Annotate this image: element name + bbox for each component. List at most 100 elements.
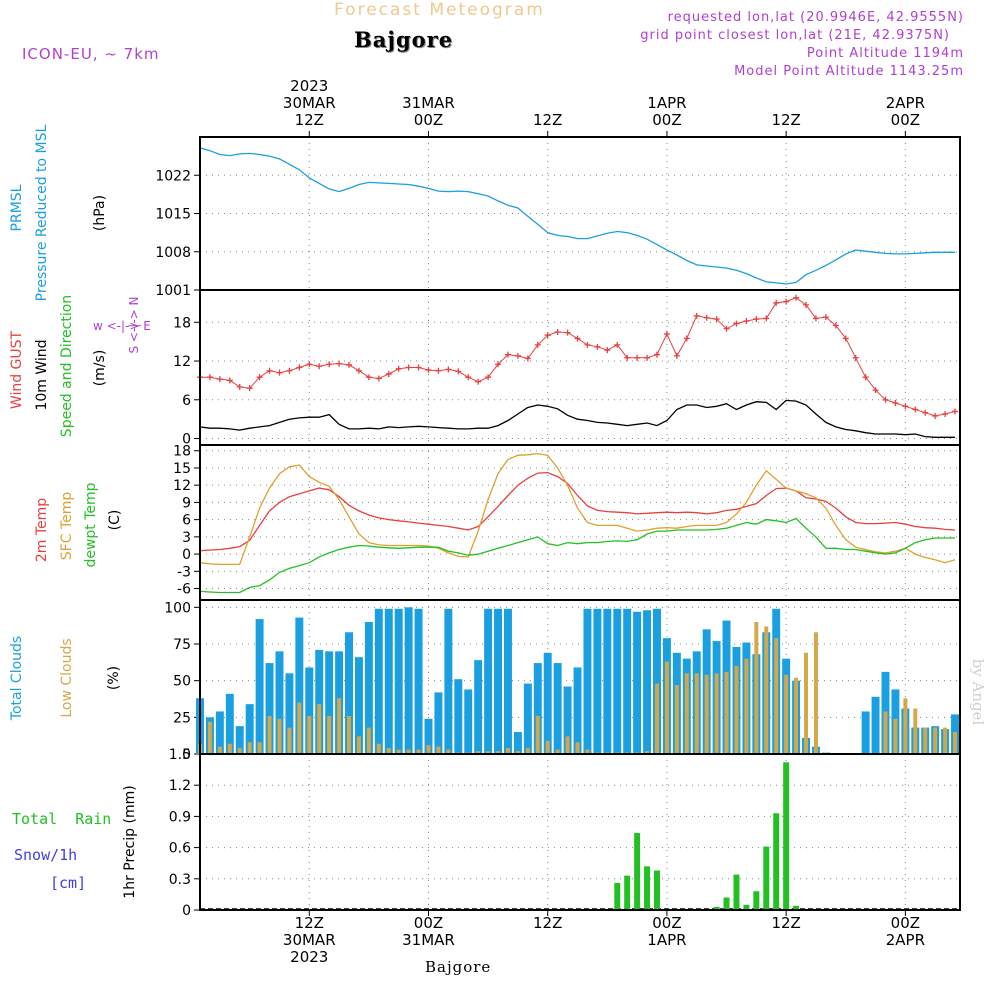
y-tick-label: 1.2 xyxy=(169,778,191,794)
low-cloud-bar xyxy=(406,749,411,754)
rain-bar xyxy=(743,904,750,910)
total-cloud-bar xyxy=(245,704,254,754)
y-tick-label: 0.9 xyxy=(169,809,191,825)
rain-bar xyxy=(644,866,651,910)
model-label: ICON-EU, ~ 7km xyxy=(22,45,160,63)
low-cloud-bar xyxy=(734,666,739,754)
rain-bar xyxy=(733,874,740,910)
time-label-line: 30MAR xyxy=(282,931,336,949)
total-cloud-bar xyxy=(414,608,423,754)
gust-point xyxy=(644,354,651,361)
low-cloud-bar xyxy=(287,727,292,754)
time-label: 12Z 30MAR 2023 xyxy=(283,915,336,966)
gust-point xyxy=(246,385,253,392)
y-tick-label: 50 xyxy=(173,674,191,690)
low-cloud-bar xyxy=(764,626,769,754)
y-tick-label: 9 xyxy=(182,495,191,511)
gust-point xyxy=(862,374,869,381)
total-cloud-bar xyxy=(384,608,393,754)
low-cloud-bar xyxy=(376,743,381,754)
y-tick-label: 1001 xyxy=(155,283,191,299)
rain-bar xyxy=(763,846,770,910)
gust-point xyxy=(763,315,770,322)
gust-point xyxy=(723,325,730,332)
gust-point xyxy=(306,361,313,368)
gust-point xyxy=(822,314,829,321)
gust-point xyxy=(663,330,670,337)
rain-bar xyxy=(624,875,631,910)
time-label-line: 12Z xyxy=(294,914,324,932)
time-label-line: 12Z xyxy=(771,914,801,932)
panel-frame xyxy=(199,289,961,446)
gust-point xyxy=(912,406,919,413)
time-label: 31MAR 00Z xyxy=(402,95,455,129)
y-tick-label: 25 xyxy=(173,710,191,726)
gust-point xyxy=(942,411,949,417)
time-label: 12Z xyxy=(771,915,800,932)
total-cloud-bar xyxy=(225,693,234,754)
gust-point xyxy=(703,314,710,321)
rain-bar xyxy=(753,891,760,910)
gust-point xyxy=(326,361,333,368)
time-label-line: 2APR xyxy=(885,94,925,112)
total-cloud-bar xyxy=(623,608,632,754)
gust-point xyxy=(783,298,790,305)
low-cloud-bar xyxy=(347,715,352,754)
low-cloud-bar xyxy=(674,685,679,754)
low-cloud-bar xyxy=(217,746,222,754)
gust-point xyxy=(882,396,889,403)
low-cloud-bar xyxy=(257,742,262,754)
low-cloud-bar xyxy=(505,748,510,754)
time-label: 2023 30MAR 12Z xyxy=(283,78,336,129)
gust-point xyxy=(296,364,303,371)
total-cloud-bar xyxy=(484,608,493,754)
gust-point xyxy=(872,387,879,394)
gust-point xyxy=(405,364,412,371)
gust-point xyxy=(435,367,442,374)
time-label-line: 12Z xyxy=(533,111,563,129)
gust-point xyxy=(475,378,482,385)
time-label-line: 30MAR xyxy=(282,94,336,112)
low-cloud-bar xyxy=(655,683,659,754)
total-cloud-bar xyxy=(871,696,880,754)
gust-point xyxy=(952,408,959,415)
y-tick-label: -3 xyxy=(177,564,191,580)
low-cloud-bar xyxy=(436,746,441,754)
low-cloud-bar xyxy=(585,749,590,754)
low-cloud-bar xyxy=(913,708,918,754)
low-cloud-bar xyxy=(327,715,332,754)
low-cloud-bar xyxy=(416,749,421,754)
grid-point-coords: grid point closest lon,lat (21E, 42.9375… xyxy=(640,28,950,43)
gust-point xyxy=(693,312,700,319)
y-tick-label: 1022 xyxy=(155,168,191,184)
low-cloud-bar xyxy=(317,704,322,754)
temp-sfc-line xyxy=(199,452,956,566)
y-tick-label: 3 xyxy=(182,530,191,546)
gust-point xyxy=(415,364,422,371)
wind-compass-we: w <-|-> E xyxy=(93,319,151,333)
rain-bar xyxy=(713,906,720,910)
low-cloud-bar xyxy=(237,748,242,754)
gust-line xyxy=(200,297,956,417)
low-cloud-bar xyxy=(645,751,650,754)
total-cloud-bar xyxy=(315,649,324,754)
low-cloud-bar xyxy=(386,748,391,754)
gust-point xyxy=(286,367,293,374)
total-cloud-bar xyxy=(494,608,503,754)
gust-point xyxy=(574,335,581,342)
gust-point xyxy=(932,412,939,419)
time-label-line: 2APR xyxy=(885,931,925,949)
total-cloud-bar xyxy=(613,608,622,754)
gust-point xyxy=(455,368,462,375)
gust-point xyxy=(753,316,760,323)
low-cloud-bar xyxy=(267,715,272,754)
gust-point xyxy=(842,335,849,342)
low-cloud-bar xyxy=(804,652,808,754)
gust-point xyxy=(832,322,839,329)
rain-bar xyxy=(773,813,780,910)
time-label: 12Z xyxy=(533,915,562,932)
low-cloud-bar xyxy=(446,749,451,754)
rain-bar xyxy=(634,833,641,910)
y-tick-label: 6 xyxy=(182,393,191,409)
rain-bar xyxy=(793,905,800,910)
